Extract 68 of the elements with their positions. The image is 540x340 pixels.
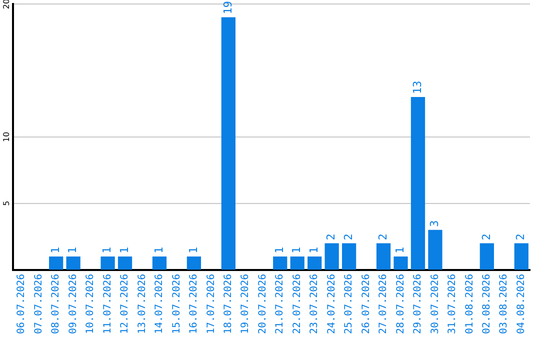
x-tick-label: 23.07.2026 <box>309 274 320 334</box>
x-tick-label: 16.07.2026 <box>188 274 200 334</box>
bar <box>342 243 356 270</box>
bar <box>376 243 391 270</box>
data-label: 2 <box>324 234 338 240</box>
x-tick-label: 01.08.2026 <box>464 274 476 334</box>
x-tick-label: 26.07.2026 <box>360 274 372 334</box>
bar <box>394 256 408 270</box>
y-tick-label: 10 <box>2 132 12 142</box>
data-label: 1 <box>118 246 131 254</box>
bar <box>66 256 80 270</box>
x-tick-label: 03.08.2026 <box>498 274 510 334</box>
x-tick-label: 20.07.2026 <box>257 274 268 334</box>
y-tick-label: 5 <box>2 200 12 206</box>
x-tick-label: 12.07.2026 <box>120 274 131 334</box>
bar <box>186 256 202 270</box>
x-tick-label: 29.07.2026 <box>412 274 424 334</box>
x-tick-label: 15.07.2026 <box>171 274 182 334</box>
x-tick-label: 18.07.2026 <box>223 274 234 334</box>
data-label: 2 <box>514 234 528 240</box>
data-label: 3 <box>428 220 442 227</box>
x-tick-label: 22.07.2026 <box>292 274 303 334</box>
bar <box>118 256 132 270</box>
x-tick-label: 14.07.2026 <box>154 274 166 334</box>
bar <box>100 256 115 270</box>
bar <box>308 256 322 270</box>
bar <box>428 230 442 270</box>
x-tick-label: 09.07.2026 <box>68 274 79 334</box>
x-tick-label: 13.07.2026 <box>136 274 148 334</box>
data-label: 2 <box>342 234 355 240</box>
data-label: 1 <box>290 246 304 254</box>
data-label: 1 <box>100 246 114 254</box>
x-tick-label: 02.08.2026 <box>482 274 493 334</box>
bar <box>324 243 339 270</box>
data-label: 1 <box>66 246 80 254</box>
x-tick-label: 27.07.2026 <box>378 274 390 334</box>
x-tick-label: 11.07.2026 <box>102 274 114 334</box>
x-tick-label: 19.07.2026 <box>240 274 252 334</box>
bar <box>221 17 236 270</box>
x-tick-label: 06.07.2026 <box>16 274 28 334</box>
data-label: 13 <box>410 80 424 94</box>
data-label: 19 <box>221 1 234 14</box>
x-tick-label: 04.08.2026 <box>516 274 527 334</box>
data-label: 2 <box>480 234 493 240</box>
bar <box>273 256 288 270</box>
data-label: 1 <box>152 246 166 254</box>
x-tick-label: 24.07.2026 <box>326 274 338 334</box>
bar <box>410 97 426 270</box>
data-label: 1 <box>48 246 62 254</box>
data-label: 1 <box>307 246 320 254</box>
x-tick-label: 17.07.2026 <box>206 274 217 334</box>
x-tick-label: 21.07.2026 <box>274 274 286 334</box>
data-label: 1 <box>186 246 200 254</box>
x-tick-label: 08.07.2026 <box>50 274 62 334</box>
x-tick-label: 30.07.2026 <box>430 274 441 334</box>
x-tick-label: 31.07.2026 <box>447 274 458 334</box>
data-label: 2 <box>376 234 390 240</box>
bar <box>152 256 167 270</box>
data-label: 1 <box>394 246 407 254</box>
bar <box>49 256 64 270</box>
bar <box>290 256 304 270</box>
bar <box>514 243 528 270</box>
bar <box>480 243 494 270</box>
x-tick-label: 10.07.2026 <box>85 274 96 334</box>
x-tick-label: 28.07.2026 <box>395 274 406 334</box>
x-tick-label: 07.07.2026 <box>33 274 44 334</box>
x-tick-label: 25.07.2026 <box>344 274 355 334</box>
data-label: 1 <box>272 246 286 254</box>
